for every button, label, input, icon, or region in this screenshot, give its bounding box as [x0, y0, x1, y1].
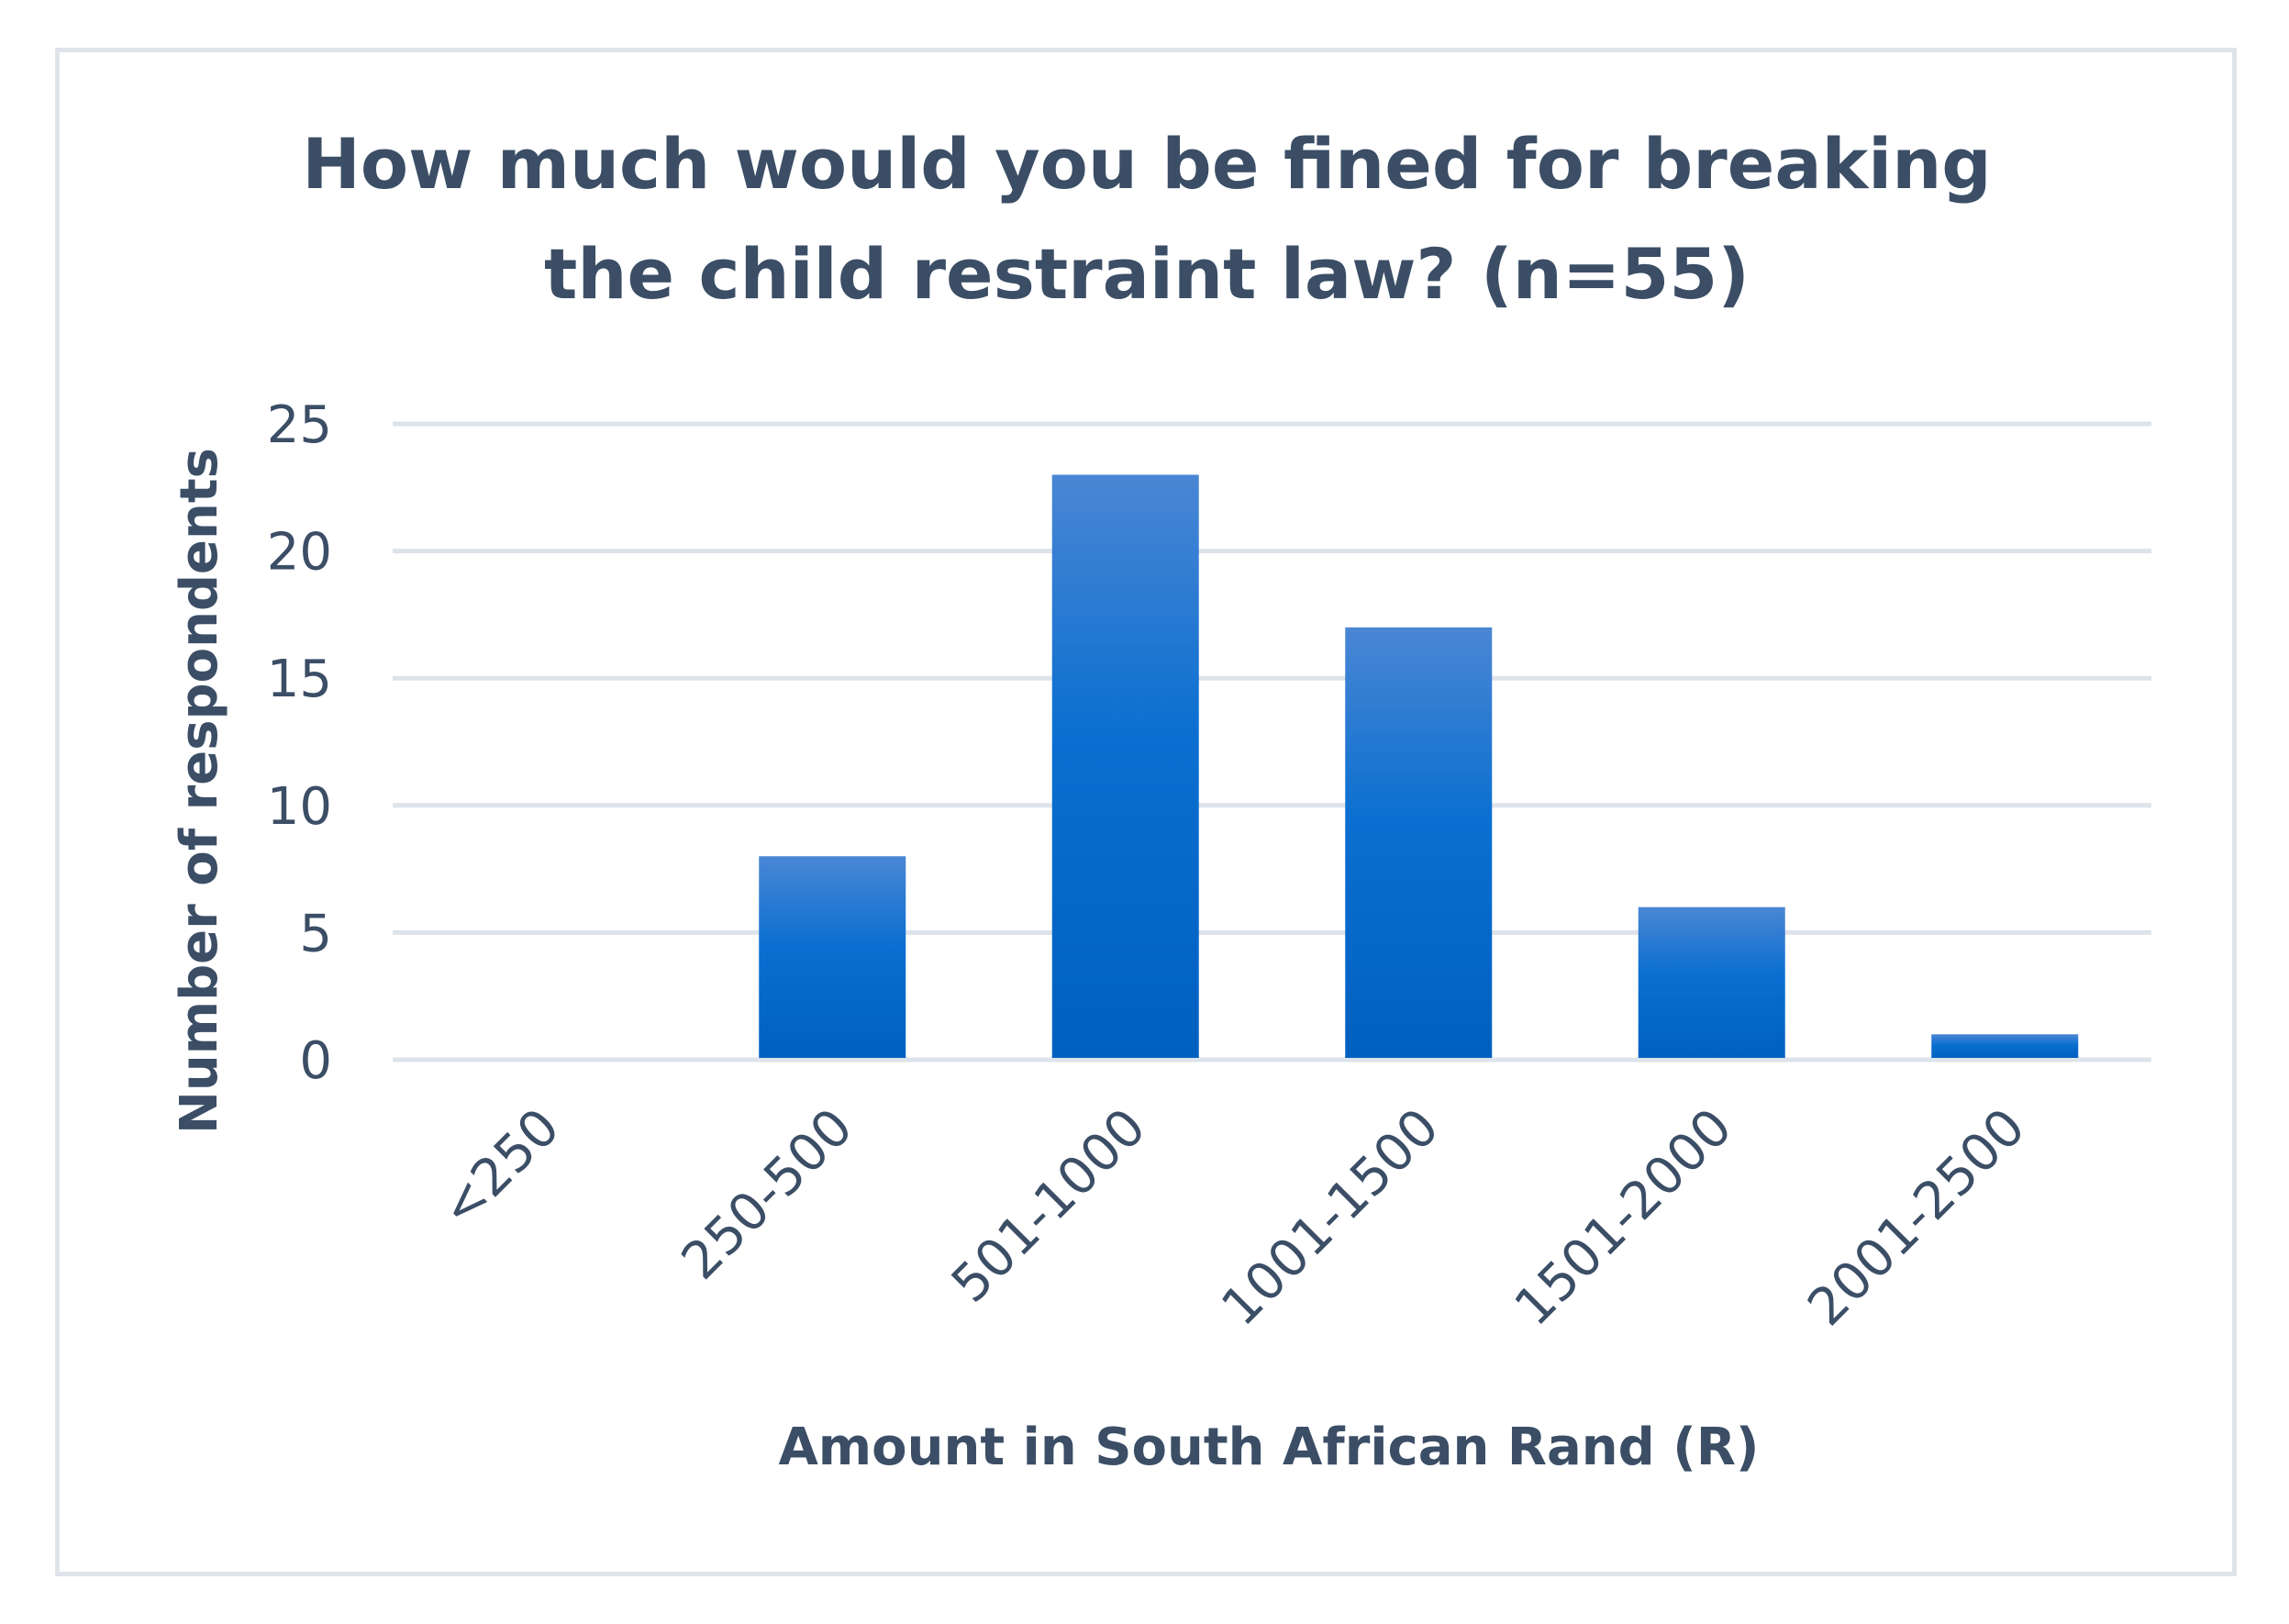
y-tick-label: 0	[299, 1031, 332, 1091]
x-tick-labels: <250 250-500 501-1000 1001-1500 1501-2000 200…	[429, 1097, 2037, 1338]
bar-2001-2500	[1931, 1034, 2079, 1058]
x-tick-label: 1501-2000	[1504, 1097, 1744, 1338]
bar-1501-2000	[1638, 907, 1785, 1058]
y-tick-label: 20	[267, 523, 332, 583]
y-tick-label: 10	[267, 777, 332, 837]
y-tick-labels: 0 5 10 15 20 25	[267, 395, 332, 1091]
y-tick-label: 5	[299, 904, 332, 963]
bar-1001-1500	[1345, 627, 1493, 1058]
x-tick-label: 250-500	[671, 1097, 864, 1291]
x-axis-title: Amount in South African Rand (R)	[778, 1418, 1759, 1477]
gridlines	[393, 421, 2151, 1062]
chart-title-line-2: the child restraint law? (n=55)	[544, 233, 1750, 315]
chart-title-line-1: How much would you be fined for breaking	[302, 123, 1991, 205]
bars	[759, 474, 2079, 1058]
x-tick-label: <250	[429, 1097, 572, 1240]
x-tick-label: 2001-2500	[1796, 1097, 2037, 1338]
x-tick-label: 501-1000	[940, 1097, 1158, 1315]
bar-250-500	[759, 856, 906, 1058]
x-tick-label: 1001-1500	[1210, 1097, 1450, 1338]
y-tick-label: 25	[267, 395, 332, 455]
y-tick-label: 15	[267, 650, 332, 709]
y-axis-title: Number of respondents	[170, 448, 229, 1134]
bar-501-1000	[1051, 474, 1199, 1058]
